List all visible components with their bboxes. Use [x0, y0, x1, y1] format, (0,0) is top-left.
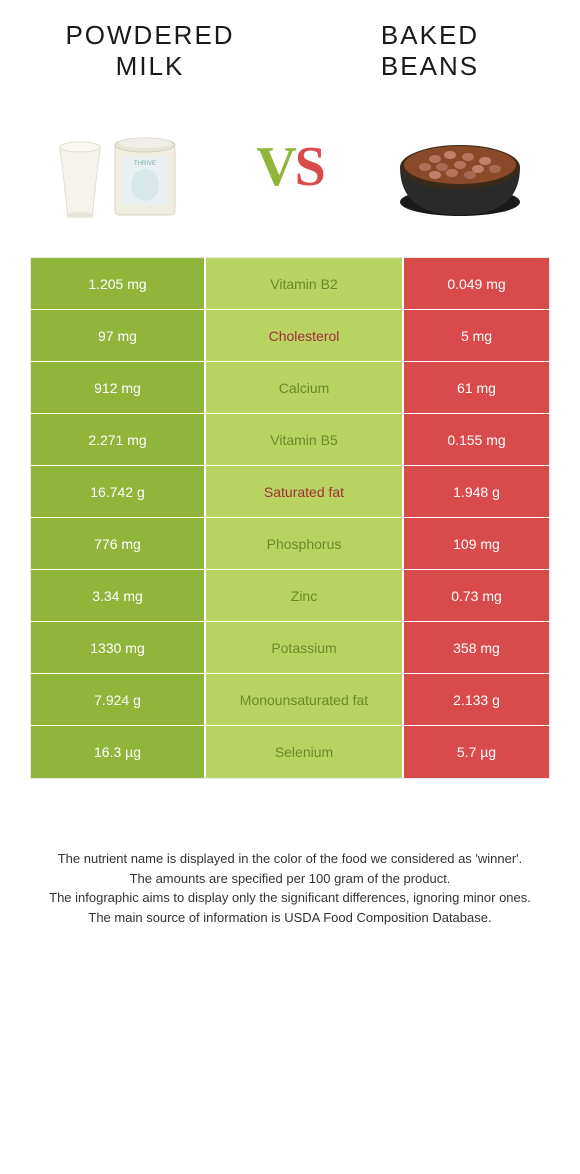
vs-v: V	[256, 136, 294, 198]
left-food-title: POWDERED MILK	[50, 20, 250, 82]
nutrient-table: 1.205 mgVitamin B20.049 mg97 mgCholester…	[30, 257, 550, 779]
table-row: 16.742 gSaturated fat1.948 g	[31, 466, 549, 518]
svg-text:THRIVE: THRIVE	[134, 161, 156, 167]
header: POWDERED MILK BAKED BEANS	[0, 0, 580, 92]
left-value: 3.34 mg	[31, 570, 206, 621]
images-row: THRIVE VS	[0, 92, 580, 257]
nutrient-name: Vitamin B2	[206, 258, 404, 309]
right-food-title: BAKED BEANS	[330, 20, 530, 82]
footer-line3: The infographic aims to display only the…	[40, 888, 540, 908]
nutrient-name: Monounsaturated fat	[206, 674, 404, 725]
nutrient-name: Zinc	[206, 570, 404, 621]
right-value: 1.948 g	[404, 466, 549, 517]
left-value: 7.924 g	[31, 674, 206, 725]
table-row: 16.3 µgSelenium5.7 µg	[31, 726, 549, 778]
left-value: 16.3 µg	[31, 726, 206, 778]
table-row: 912 mgCalcium61 mg	[31, 362, 549, 414]
right-value: 0.155 mg	[404, 414, 549, 465]
nutrient-name: Calcium	[206, 362, 404, 413]
milk-icon: THRIVE	[40, 107, 200, 227]
right-value: 109 mg	[404, 518, 549, 569]
right-value: 0.049 mg	[404, 258, 549, 309]
right-value: 61 mg	[404, 362, 549, 413]
left-value: 1.205 mg	[31, 258, 206, 309]
left-value: 16.742 g	[31, 466, 206, 517]
left-value: 912 mg	[31, 362, 206, 413]
nutrient-name: Phosphorus	[206, 518, 404, 569]
left-food-image: THRIVE	[40, 102, 200, 232]
table-row: 7.924 gMonounsaturated fat2.133 g	[31, 674, 549, 726]
left-value: 1330 mg	[31, 622, 206, 673]
vs-label: VS	[256, 135, 324, 199]
table-row: 3.34 mgZinc0.73 mg	[31, 570, 549, 622]
nutrient-name: Potassium	[206, 622, 404, 673]
footer-notes: The nutrient name is displayed in the co…	[0, 779, 580, 947]
right-value: 5 mg	[404, 310, 549, 361]
left-title-line2: MILK	[50, 51, 250, 82]
right-value: 5.7 µg	[404, 726, 549, 778]
table-row: 776 mgPhosphorus109 mg	[31, 518, 549, 570]
right-title-line2: BEANS	[330, 51, 530, 82]
nutrient-name: Selenium	[206, 726, 404, 778]
table-row: 1330 mgPotassium358 mg	[31, 622, 549, 674]
left-value: 2.271 mg	[31, 414, 206, 465]
footer-line1: The nutrient name is displayed in the co…	[40, 849, 540, 869]
left-title-line1: POWDERED	[50, 20, 250, 51]
right-value: 0.73 mg	[404, 570, 549, 621]
nutrient-name: Cholesterol	[206, 310, 404, 361]
right-value: 358 mg	[404, 622, 549, 673]
table-row: 97 mgCholesterol5 mg	[31, 310, 549, 362]
footer-line2: The amounts are specified per 100 gram o…	[40, 869, 540, 889]
right-food-image	[380, 102, 540, 232]
left-value: 776 mg	[31, 518, 206, 569]
vs-s: S	[295, 136, 324, 198]
nutrient-name: Vitamin B5	[206, 414, 404, 465]
left-value: 97 mg	[31, 310, 206, 361]
right-value: 2.133 g	[404, 674, 549, 725]
beans-icon	[380, 107, 540, 227]
right-title-line1: BAKED	[330, 20, 530, 51]
table-row: 2.271 mgVitamin B50.155 mg	[31, 414, 549, 466]
nutrient-name: Saturated fat	[206, 466, 404, 517]
footer-line4: The main source of information is USDA F…	[40, 908, 540, 928]
table-row: 1.205 mgVitamin B20.049 mg	[31, 258, 549, 310]
